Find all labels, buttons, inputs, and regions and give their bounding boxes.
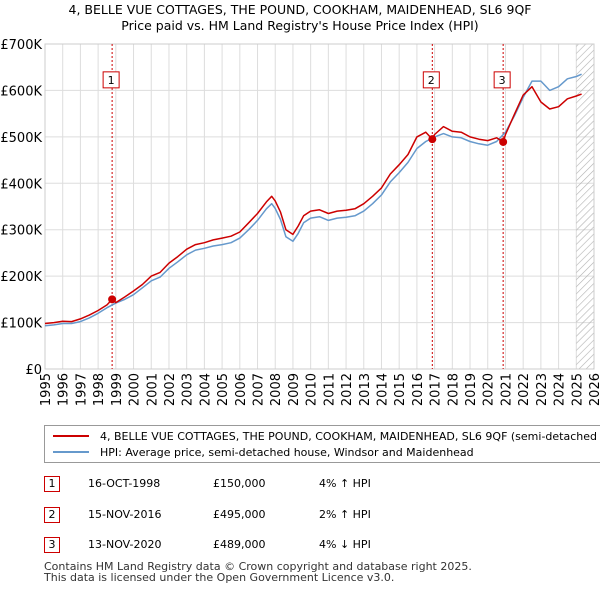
sale-hpi-diff: 4% ↑ HPI — [319, 477, 371, 490]
sale-price: £489,000 — [213, 538, 266, 551]
y-tick-label: £200K — [0, 270, 42, 285]
x-tick-label: 2020 — [482, 373, 497, 406]
legend-item-property: 4, BELLE VUE COTTAGES, THE POUND, COOKHA… — [53, 428, 600, 444]
x-tick-label: 2009 — [287, 373, 302, 406]
sale-number-badge: 2 — [44, 507, 60, 523]
price-chart: £0 £100K £200K £300K £400K £500K £600K £700K 199… — [0, 38, 600, 406]
sale-point — [428, 135, 437, 144]
sale-label-number: 2 — [428, 74, 435, 87]
x-tick-label: 2018 — [446, 373, 461, 406]
x-tick-label: 2021 — [499, 373, 514, 406]
sale-label-box — [493, 71, 511, 89]
y-tick-label: £500K — [0, 131, 42, 146]
y-tick-label: £400K — [0, 177, 42, 192]
chart-title: 4, BELLE VUE COTTAGES, THE POUND, COOKHA… — [0, 2, 600, 34]
sale-date: 16-OCT-1998 — [88, 477, 161, 490]
x-tick-label: 2014 — [375, 373, 390, 406]
chart-title-line2: Price paid vs. HM Land Registry's House … — [121, 18, 479, 33]
x-tick-label: 2015 — [393, 373, 408, 406]
sale-number-badge: 1 — [44, 476, 60, 492]
x-tick-label: 2025 — [570, 373, 585, 406]
x-tick-label: 2007 — [252, 373, 267, 406]
chart-title-line1: 4, BELLE VUE COTTAGES, THE POUND, COOKHA… — [68, 2, 532, 17]
x-tick-label: 2023 — [535, 373, 550, 406]
footer-line1: Contains HM Land Registry data © Crown c… — [44, 560, 472, 573]
sale-price: £495,000 — [213, 508, 266, 521]
legend-property-swatch — [53, 435, 89, 437]
sale-label-number: 1 — [108, 74, 115, 87]
footer: Contains HM Land Registry data © Crown c… — [44, 561, 472, 583]
sale-label-number: 3 — [499, 74, 506, 87]
sale-label-box — [102, 71, 120, 89]
x-tick-label: 2000 — [128, 373, 143, 406]
legend-hpi-swatch — [53, 451, 89, 453]
y-tick-label: £0 — [25, 363, 42, 378]
legend: 4, BELLE VUE COTTAGES, THE POUND, COOKHA… — [44, 425, 600, 463]
sale-number-badge: 3 — [44, 537, 60, 553]
x-tick-label: 2017 — [429, 373, 444, 406]
y-tick-label: £300K — [0, 224, 42, 239]
plot-border — [44, 43, 595, 370]
legend-hpi-label: HPI: Average price, semi-detached house,… — [100, 445, 474, 459]
x-tick-label: 2001 — [145, 373, 160, 406]
sale-hpi-diff: 2% ↑ HPI — [319, 508, 371, 521]
x-tick-label: 2024 — [553, 373, 568, 406]
x-tick-label: 1996 — [57, 373, 72, 406]
y-tick-label: £700K — [0, 38, 42, 53]
x-tick-label: 2005 — [216, 373, 231, 406]
x-tick-label: 1998 — [92, 373, 107, 406]
x-tick-label: 1997 — [74, 373, 89, 406]
plot-area — [45, 44, 594, 369]
property-price-line — [44, 85, 582, 325]
x-tick-label: 2019 — [464, 373, 479, 406]
x-tick-label: 2004 — [198, 373, 213, 406]
legend-item-hpi: HPI: Average price, semi-detached house,… — [53, 444, 474, 460]
sale-date: 13-NOV-2020 — [88, 538, 162, 551]
sale-point — [499, 137, 508, 146]
x-tick-label: 2026 — [588, 373, 600, 406]
x-tick-label: 2002 — [163, 373, 178, 406]
x-tick-label: 2012 — [340, 373, 355, 406]
sale-point — [108, 295, 117, 304]
y-tick-label: £100K — [0, 317, 42, 332]
footer-line2: This data is licensed under the Open Gov… — [44, 571, 395, 584]
forecast-hatch — [576, 44, 594, 369]
sale-label-box — [422, 71, 440, 89]
sale-hpi-diff: 4% ↓ HPI — [319, 538, 371, 551]
x-tick-label: 1995 — [39, 373, 54, 406]
x-tick-label: 2010 — [305, 373, 320, 406]
sale-price: £150,000 — [213, 477, 266, 490]
x-tick-label: 2006 — [234, 373, 249, 406]
x-tick-label: 2022 — [517, 373, 532, 406]
hpi-line — [44, 73, 582, 327]
legend-property-label: 4, BELLE VUE COTTAGES, THE POUND, COOKHA… — [100, 429, 600, 443]
x-tick-label: 2003 — [181, 373, 196, 406]
sale-date: 15-NOV-2016 — [88, 508, 162, 521]
x-tick-label: 1999 — [110, 373, 125, 406]
x-tick-label: 2013 — [358, 373, 373, 406]
y-tick-label: £600K — [0, 84, 42, 99]
x-tick-label: 2016 — [411, 373, 426, 406]
x-tick-label: 2008 — [269, 373, 284, 406]
x-tick-label: 2011 — [322, 373, 337, 406]
